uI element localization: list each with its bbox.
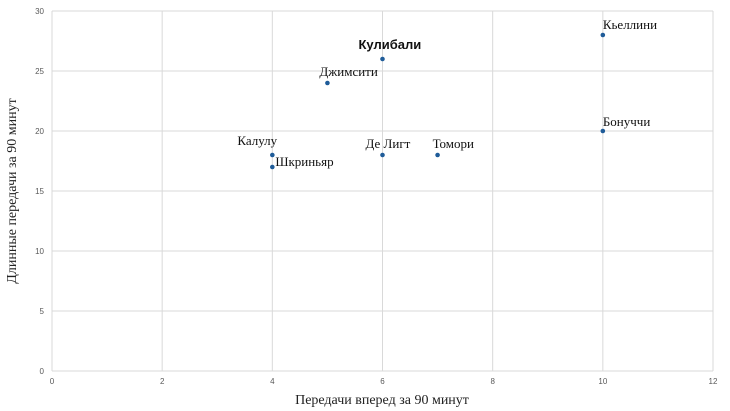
x-axis-ticks: 0 2 4 6 8 10 12	[50, 377, 718, 386]
x-tick-label: 0	[50, 377, 55, 386]
data-point	[435, 152, 440, 158]
point-label: Калулу	[237, 133, 277, 148]
point-label: Джимсити	[319, 64, 377, 79]
y-tick-label: 10	[35, 247, 44, 256]
x-tick-label: 12	[709, 377, 718, 386]
data-point	[380, 56, 385, 62]
point-label: Томори	[433, 136, 474, 151]
data-point	[600, 32, 606, 38]
y-tick-label: 20	[35, 127, 44, 136]
y-axis-title: Длинные передачи за 90 минут	[5, 98, 20, 283]
x-tick-label: 2	[160, 377, 165, 386]
x-tick-label: 8	[490, 377, 495, 386]
x-tick-label: 6	[380, 377, 385, 386]
x-axis-title: Передачи вперед за 90 минут	[295, 393, 469, 408]
data-point	[600, 128, 606, 134]
y-tick-label: 0	[40, 367, 45, 376]
point-label: Кьеллини	[603, 17, 657, 32]
data-point	[270, 152, 275, 158]
data-point	[325, 80, 330, 86]
data-points	[270, 32, 606, 170]
data-point	[270, 164, 275, 170]
grid	[51, 10, 714, 372]
y-tick-label: 25	[35, 67, 44, 76]
y-tick-label: 30	[35, 7, 44, 16]
y-tick-label: 15	[35, 187, 44, 196]
point-label: Бонуччи	[603, 114, 650, 129]
point-label: Де Лигт	[366, 136, 411, 151]
y-axis-ticks: 0 5 10 15 20 25 30	[35, 7, 44, 376]
point-label: Шкриньяр	[275, 154, 333, 169]
data-point	[380, 152, 385, 158]
x-tick-label: 4	[270, 377, 275, 386]
point-labels: Кьеллини Кулибали Джимсити Бонуччи Калулу Де …	[237, 17, 657, 169]
x-tick-label: 10	[598, 377, 607, 386]
y-tick-label: 5	[40, 307, 45, 316]
point-label: Кулибали	[359, 37, 422, 52]
